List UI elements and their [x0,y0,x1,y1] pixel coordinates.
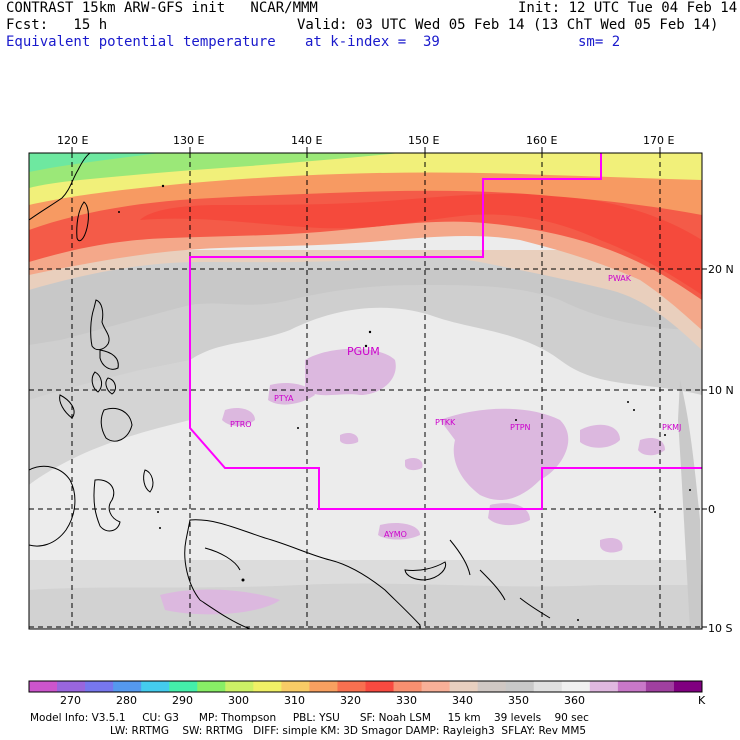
model-title: CONTRAST 15km ARW-GFS init NCAR/MMM [6,0,318,16]
field-name: Equivalent potential temperature [6,34,276,50]
legend-swatch [309,681,338,692]
legend-swatch [29,681,58,692]
init-time: Init: 12 UTC Tue 04 Feb 14 [518,0,738,16]
lon-label-120e: 120 E [57,134,89,147]
lat-label-10s: 10 S [708,622,733,635]
station-label-pkmj: PKMJ [662,423,681,432]
lat-label-10n: 10 N [708,384,734,397]
legend-swatch [505,681,535,692]
model-info-line2: LW: RRTMG SW: RRTMG DIFF: simple KM: 3D … [110,725,587,737]
legend-swatch [477,681,507,692]
lon-label-130e: 130 E [173,134,205,147]
legend-swatch [85,681,114,692]
station-label-aymo: AYMO [384,530,407,539]
legend-swatch [225,681,254,692]
legend-tick-300: 300 [228,694,249,707]
lat-label-equator: 0 [708,503,715,516]
legend-swatch [589,681,619,692]
legend-tick-290: 290 [172,694,193,707]
legend-tick-280: 280 [116,694,137,707]
legend-swatch [169,681,198,692]
valid-time: Valid: 03 UTC Wed 05 Feb 14 (13 ChT Wed … [297,17,719,33]
legend-tick-350: 350 [508,694,529,707]
legend-swatch [421,681,451,692]
legend-swatch [337,681,366,692]
legend-swatch [253,681,282,692]
station-label-ptya: PTYA [274,394,294,403]
legend-swatch [57,681,86,692]
region-boundary-line [189,153,702,510]
model-info-line1: Model Info: V3.5.1 CU: G3 MP: Thompson P… [30,712,589,724]
legend-swatch [141,681,170,692]
legend-swatch [561,681,591,692]
legend-swatch [281,681,310,692]
station-label-ptkk: PTKK [435,418,456,427]
legend-colorbar [29,681,703,692]
legend-tick-340: 340 [452,694,473,707]
forecast-hour: Fcst: 15 h [6,17,108,33]
station-label-ptro: PTRO [230,420,252,429]
lat-label-20n: 20 N [708,263,734,276]
legend-unit: K [698,694,706,707]
station-label-pgum: PGUM [347,345,380,358]
lon-label-160e: 160 E [526,134,558,147]
station-label-pwak: PWAK [608,274,632,283]
lon-label-150e: 150 E [408,134,440,147]
legend-swatch [197,681,226,692]
legend-swatch [617,681,647,692]
legend-tick-270: 270 [60,694,81,707]
legend-swatch [365,681,395,692]
legend-swatch [533,681,563,692]
lon-label-170e: 170 E [643,134,675,147]
station-label-ptpn: PTPN [510,423,531,432]
legend-swatch [449,681,479,692]
legend-swatch [113,681,142,692]
legend-swatch [393,681,423,692]
legend-swatch [645,681,675,692]
legend-tick-320: 320 [340,694,361,707]
legend-swatch [673,681,703,692]
lon-label-140e: 140 E [291,134,323,147]
k-index-level: at k-index = 39 [305,34,440,50]
legend-tick-330: 330 [396,694,417,707]
smoothing-value: sm= 2 [578,34,621,50]
legend-tick-310: 310 [284,694,305,707]
legend-tick-360: 360 [564,694,585,707]
